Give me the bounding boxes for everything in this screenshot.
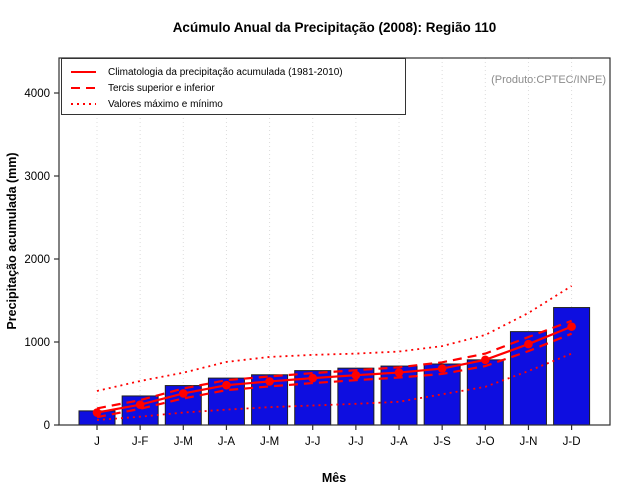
climatology-point [178,389,188,398]
climatology-point [524,339,533,349]
x-tick-label: J-J [305,436,320,448]
x-tick-label: J [94,436,100,448]
legend-label: Valores máximo e mínimo [108,98,223,110]
y-tick-label: 4000 [24,88,50,100]
climatology-point [92,408,102,417]
x-tick-label: J-M [260,436,279,448]
y-tick-label: 2000 [24,254,50,266]
plot-area: J J-F J-M J-A J-M J-J J-J J-A J-S J-O J-N J-D 0 1000 2… [24,57,611,448]
x-tick-label: J-D [563,436,581,448]
bar [466,359,504,426]
x-tick-label: J-A [218,436,236,448]
legend-label: Climatologia da precipitação acumulada (… [108,66,343,78]
climatology-point [567,322,576,331]
x-tick-label: J-N [520,436,538,448]
climatology-point [265,377,274,386]
chart-legend: Climatologia da precipitação acumulada (… [61,58,406,115]
x-tick-label: J-J [348,436,363,448]
maxmin-line [96,352,572,421]
climatology-point [481,355,490,365]
tercile-line [96,319,572,410]
x-tick-label: J-M [174,436,193,448]
y-axis-label: Precipitação acumulada (mm) [5,152,19,329]
x-tick-label: J-O [476,436,495,448]
x-tick-label: J-F [132,436,149,448]
solid-line-sample-icon [71,71,96,73]
y-tick-label: 0 [44,420,50,432]
dotted-line-sample-icon [71,103,96,105]
x-tick-label: J-S [434,436,452,448]
legend-label: Tercis superior e inferior [108,82,215,94]
climatology-point [394,368,404,377]
legend-item-terciles: Tercis superior e inferior [71,80,405,96]
climatology-point [308,373,318,383]
dashed-line-sample-icon [71,87,96,89]
climatology-point [135,400,145,409]
chart-title: Acúmulo Anual da Precipitação (2008): Re… [172,20,497,35]
x-axis-label: Mês [322,471,346,485]
legend-item-climatology: Climatologia da precipitação acumulada (… [71,64,405,80]
y-tick-label: 1000 [24,337,50,349]
maxmin-line [96,285,573,392]
product-credit-text: (Produto:CPTEC/INPE) [491,74,606,86]
climatology-point [351,370,361,380]
climatology-point [437,364,447,373]
legend-item-maxmin: Valores máximo e mínimo [71,96,405,112]
y-tick-label: 3000 [24,171,50,183]
x-tick-label: J-A [390,436,408,448]
tercile-line [96,332,573,419]
climatology-point [222,380,231,390]
climatology-line [96,325,573,414]
